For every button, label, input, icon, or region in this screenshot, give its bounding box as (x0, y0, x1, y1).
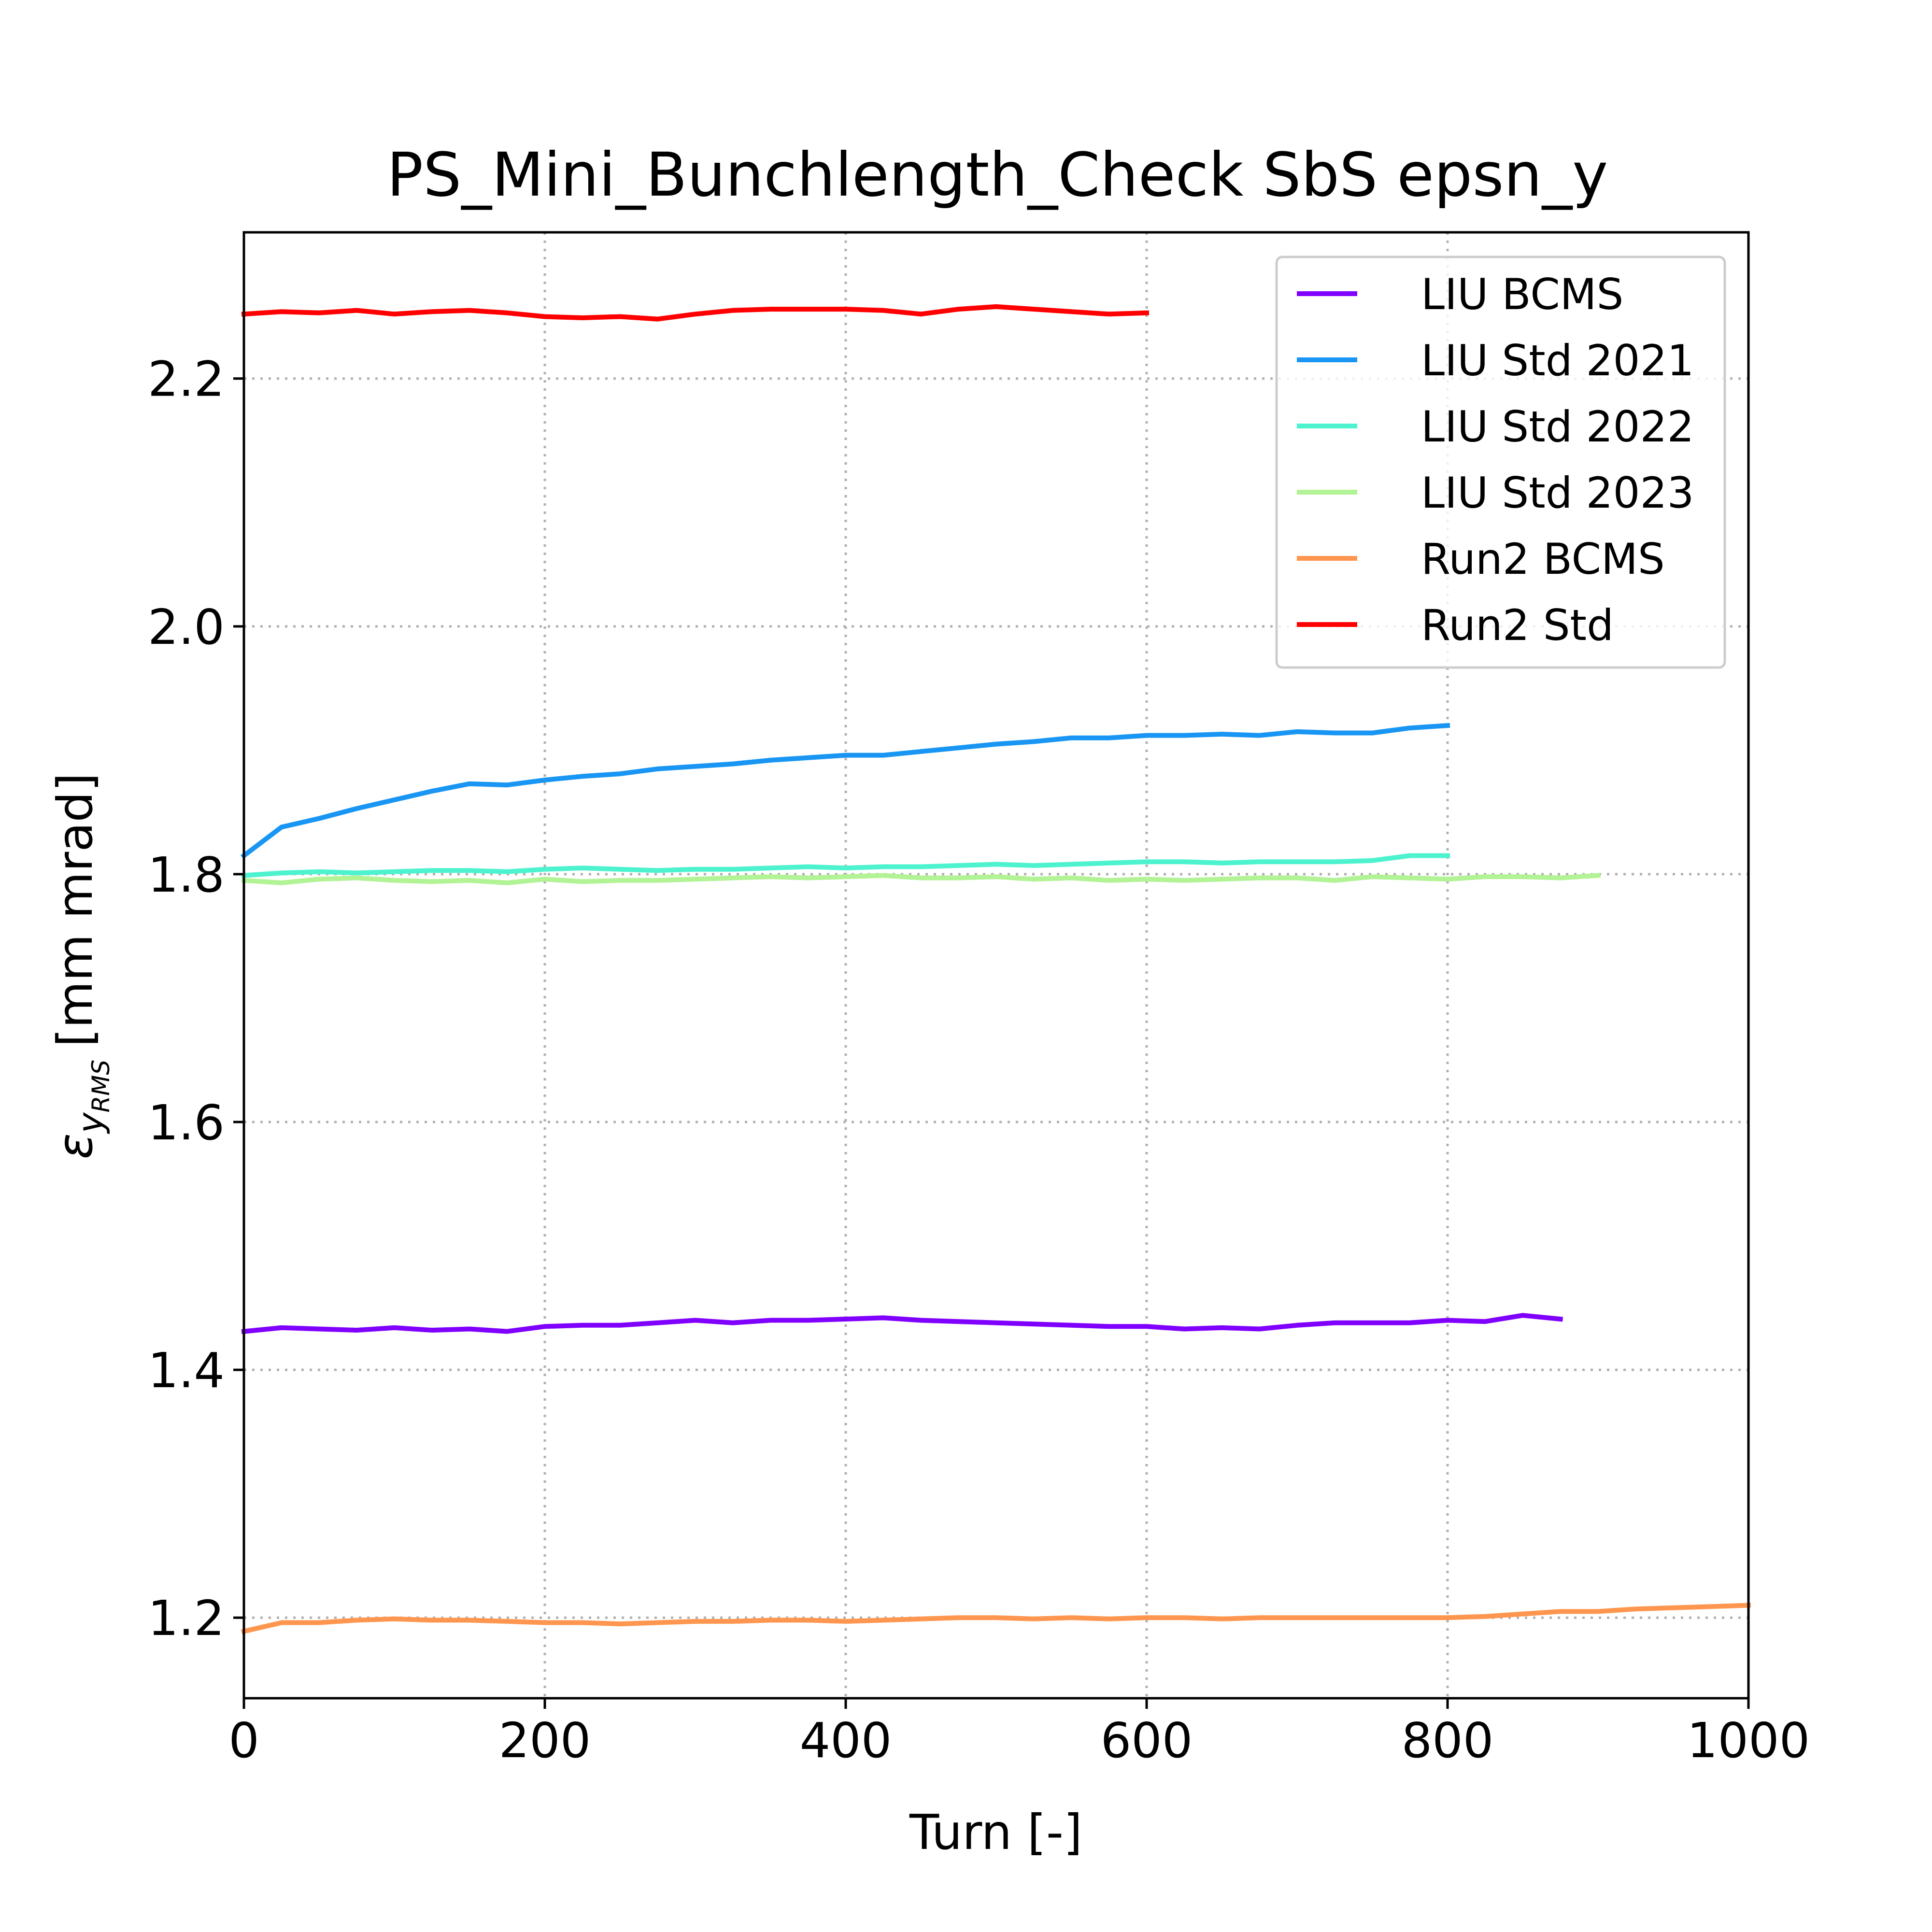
y-axis-label: εyRMS [mm mrad] (47, 773, 115, 1159)
x-tick-label: 600 (1101, 1712, 1193, 1769)
legend-label-liu-std-2021: LIU Std 2021 (1421, 336, 1694, 385)
y-tick-label: 1.8 (148, 847, 225, 903)
y-tick-label: 2.2 (148, 351, 225, 408)
y-tick-label: 1.6 (148, 1094, 225, 1151)
x-tick-label: 800 (1402, 1712, 1494, 1769)
y-tick-label: 2.0 (148, 599, 225, 655)
x-tick-label: 200 (499, 1712, 591, 1769)
y-axis-label-unit: [mm mrad] (47, 773, 103, 1047)
series-line-run2-std (241, 304, 1150, 322)
legend-label-run2-std: Run2 Std (1421, 600, 1614, 650)
y-axis-label-subsub: RMS (87, 1060, 115, 1113)
x-axis-label: Turn [-] (909, 1804, 1082, 1861)
legend: LIU BCMS LIU Std 2021 LIU Std 2022 LIU Std … (1275, 256, 1726, 669)
series-line-liu-bcms (241, 1313, 1563, 1335)
legend-label-liu-std-2022: LIU Std 2022 (1421, 402, 1694, 452)
y-tick-label: 1.4 (148, 1342, 225, 1399)
legend-label-run2-bcms: Run2 BCMS (1421, 534, 1665, 584)
x-tick-label: 0 (228, 1712, 259, 1769)
series-line-run2-bcms (241, 1603, 1751, 1634)
y-axis-label-sub: y (70, 1112, 111, 1134)
legend-frame (1275, 256, 1726, 669)
x-tick-label: 400 (800, 1712, 892, 1769)
series-line-liu-std-2023 (241, 873, 1601, 885)
plot-frame (242, 231, 1750, 1700)
legend-items: LIU BCMS LIU Std 2021 LIU Std 2022 LIU Std … (1297, 270, 1694, 650)
series-group (240, 304, 1751, 1634)
series-line-liu-std-2021 (240, 723, 1450, 859)
legend-label-liu-std-2023: LIU Std 2023 (1421, 468, 1694, 518)
series-line-liu-std-2022 (241, 853, 1450, 878)
ticks: 0 200 400 600 800 1000 1.2 1.4 1.6 1.8 2.0 2.2 (148, 351, 1810, 1769)
x-tick-label: 1000 (1687, 1712, 1810, 1769)
y-tick-label: 1.2 (148, 1590, 225, 1647)
y-axis-label-symbol: ε (47, 1133, 103, 1159)
legend-label-liu-bcms: LIU BCMS (1421, 270, 1623, 319)
chart-title: PS_Mini_Bunchlength_Check SbS epsn_y (387, 140, 1608, 210)
